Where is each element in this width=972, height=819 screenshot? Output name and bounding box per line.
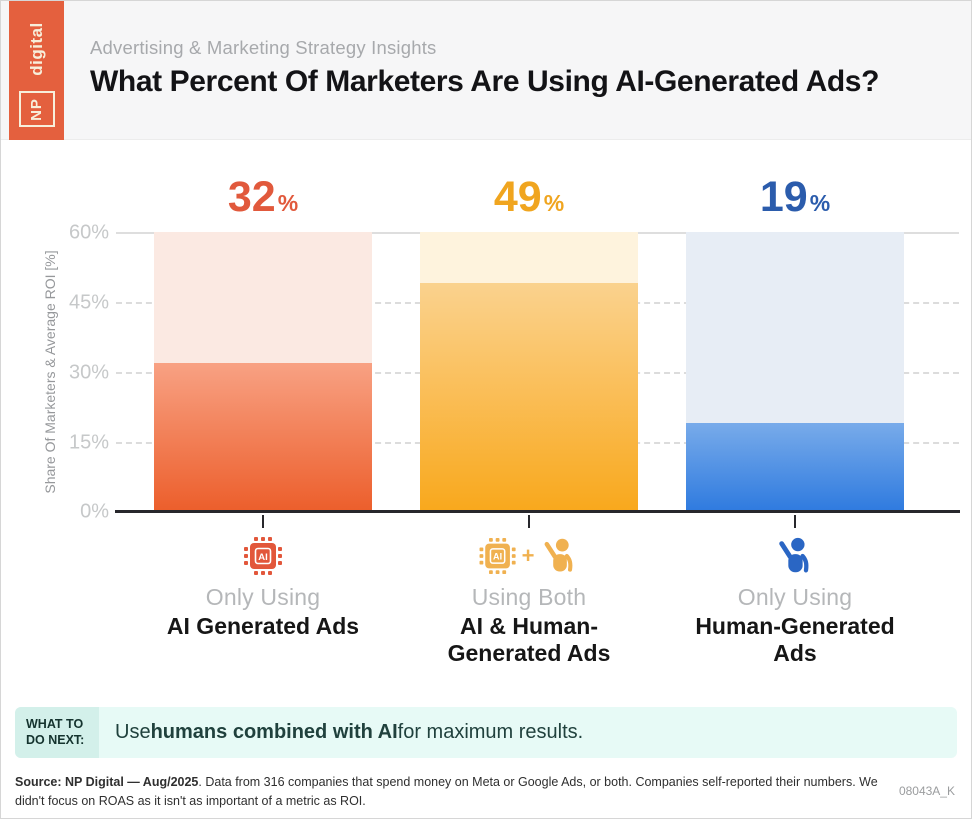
y-tick-0: 0% xyxy=(80,500,109,523)
logo-np-text: NP xyxy=(28,97,45,121)
source-bold: Source: NP Digital — Aug/2025 xyxy=(15,775,199,789)
logo-np-box: NP xyxy=(18,91,55,127)
person-icon xyxy=(779,537,809,573)
y-tick-45: 45% xyxy=(68,291,109,314)
category-prefix: Using Both xyxy=(471,584,587,610)
icon-row-human-only xyxy=(774,534,816,578)
category-label-both: Using Both AI & Human- Generated Ads xyxy=(409,584,649,667)
np-digital-logo: digital NP xyxy=(9,1,64,140)
category-name: Human-Generated Ads xyxy=(695,613,895,667)
bar-fill-ai-only xyxy=(154,362,372,512)
bar-group-human-only: 19% Only Using Human-Generated Ads xyxy=(686,173,904,666)
category-name: AI Generated Ads xyxy=(166,613,360,639)
svg-text:AI: AI xyxy=(258,552,268,563)
bar-group-both: 49% AI + xyxy=(420,173,638,666)
y-tick-60: 60% xyxy=(68,221,109,244)
header: digital NP Advertising & Marketing Strat… xyxy=(1,1,971,140)
source-rest: . Data from 316 companies that spend mon… xyxy=(15,775,878,809)
y-tick-30: 30% xyxy=(68,361,109,384)
bar-group-ai-only: 32% AI Only Using AI Ge xyxy=(154,173,372,639)
category-label-human-only: Only Using Human-Generated Ads xyxy=(675,584,915,667)
source-note: Source: NP Digital — Aug/2025. Data from… xyxy=(15,773,895,812)
plus-icon: + xyxy=(521,543,535,568)
value-label-human-only: 19% xyxy=(686,168,904,226)
percent-sign: % xyxy=(809,190,831,216)
category-name: AI & Human- Generated Ads xyxy=(447,613,611,667)
person-icon xyxy=(544,538,573,572)
bar-chart: Share Of Marketers & Average ROI [%] 60%… xyxy=(1,140,971,707)
category-prefix: Only Using xyxy=(737,584,853,610)
what-to-do-next-label: WHAT TO DO NEXT: xyxy=(15,707,99,758)
svg-text:AI: AI xyxy=(493,552,502,562)
reference-code: 08043A_K xyxy=(898,784,955,798)
icon-row-ai-only: AI xyxy=(243,534,283,578)
logo-digital-text: digital xyxy=(26,22,46,76)
value-label-both: 49% xyxy=(420,168,638,226)
bar-fill-both xyxy=(420,283,638,512)
next-step-text: Use humans combined with AI for maximum … xyxy=(115,707,583,758)
what-to-do-next-band: WHAT TO DO NEXT: Use humans combined wit… xyxy=(15,707,957,758)
x-tick-mark xyxy=(262,515,264,528)
x-tick-mark xyxy=(528,515,530,528)
value-label-ai-only: 32% xyxy=(154,168,372,226)
next-text-suffix: for maximum results. xyxy=(397,721,584,743)
x-axis-line xyxy=(115,510,960,513)
percent-sign: % xyxy=(277,190,299,216)
label-line-1: WHAT TO xyxy=(26,716,84,731)
icon-row-both: AI + xyxy=(479,534,580,578)
value-number: 32 xyxy=(227,173,276,221)
label-line-2: DO NEXT: xyxy=(26,732,85,747)
x-tick-mark xyxy=(794,515,796,528)
ai-chip-icon: AI xyxy=(244,537,282,575)
value-number: 49 xyxy=(493,173,542,221)
percent-sign: % xyxy=(543,190,565,216)
category-prefix: Only Using xyxy=(205,584,321,610)
next-text-prefix: Use xyxy=(115,721,151,743)
next-text-bold: humans combined with AI xyxy=(150,721,398,743)
y-tick-15: 15% xyxy=(68,431,109,454)
kicker-text: Advertising & Marketing Strategy Insight… xyxy=(90,37,437,58)
value-number: 19 xyxy=(759,173,808,221)
page-title: What Percent Of Marketers Are Using AI-G… xyxy=(90,65,879,98)
bar-fill-human-only xyxy=(686,423,904,512)
ai-chip-icon: AI xyxy=(479,537,516,575)
category-label-ai-only: Only Using AI Generated Ads xyxy=(143,584,383,640)
